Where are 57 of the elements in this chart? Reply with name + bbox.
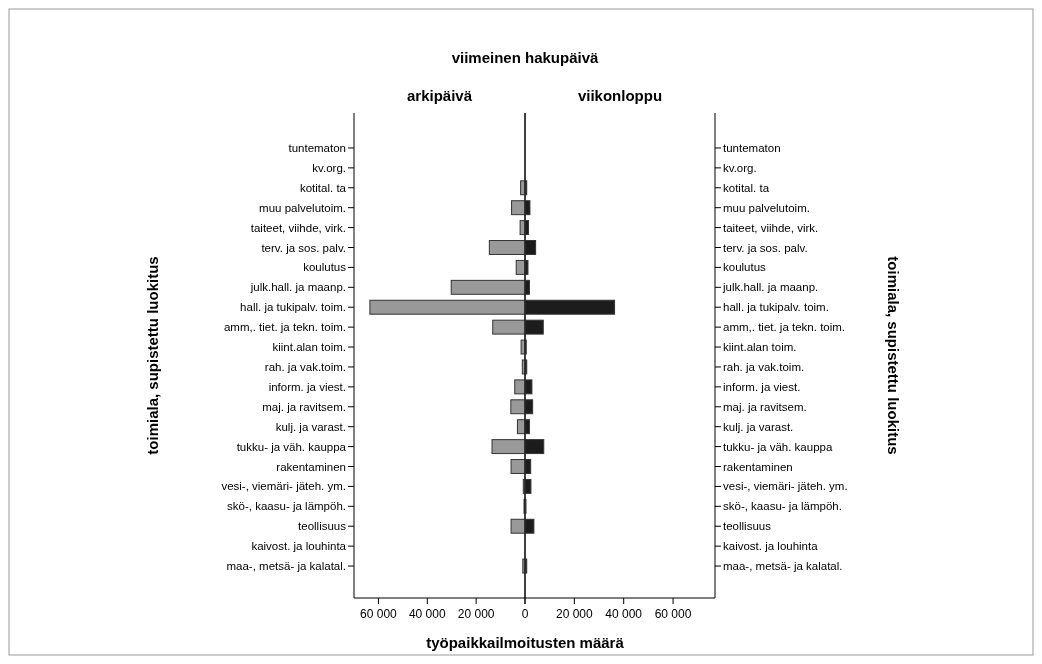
y-tick-label: tukku- ja väh. kauppa [236,440,347,453]
y-tick-label: amm,. tiet. ja tekn. toim. [223,321,346,334]
x-tick-label: 60 000 [654,607,692,621]
y-tick-label: rakentaminen [723,460,793,473]
y-tick-label: taiteet, viihde, virk. [250,221,346,234]
y-tick-label: rakentaminen [276,460,346,473]
chart-title: viikonloppu [577,87,663,104]
y-tick-label: julk.hall. ja maanp. [722,281,819,294]
x-tick-label: 40 000 [408,607,446,621]
y-tick-label: tuntematon [723,141,781,154]
y-tick-label: koulutus [723,261,767,274]
y-tick-label: kotital. ta [723,181,770,194]
y-tick-label: maa-, metsä- ja kalatal. [226,560,346,573]
y-tick-label: terv. ja sos. palv. [723,241,808,254]
y-tick-label: vesi-, viemäri- jäteh. ym. [723,480,848,493]
y-tick-label: julk.hall. ja maanp. [249,281,346,294]
y-tick-label: inform. ja viest. [268,380,346,393]
y-tick-label: taiteet, viihde, virk. [723,221,819,234]
y-tick-label: teollisuus [298,520,347,533]
y-tick-label: hall. ja tukipalv. toim. [723,301,829,314]
y-tick-label: muu palvelutoim. [723,201,810,214]
y-tick-label: tukku- ja väh. kauppa [723,440,833,453]
y-tick-label: terv. ja sos. palv. [261,241,346,254]
text: viimeinen hakupäivä [451,49,600,66]
x-tick-label: 0 [521,607,529,621]
y-axis-title: toimiala, supistettu luokitus [144,256,161,455]
y-tick-label: kiint.alan toim. [272,341,346,354]
y-tick-label: tuntematon [288,141,346,154]
y-tick-label: kotital. ta [299,181,347,194]
y-tick-label: maj. ja ravitsem. [723,400,807,413]
y-axis-title: toimiala, supistettu luokitus [885,256,902,455]
y-tick-label: maj. ja ravitsem. [262,400,346,413]
y-tick-label: maa-, metsä- ja kalatal. [723,560,843,573]
y-tick-label: skö-, kaasu- ja lämpöh. [723,500,842,513]
y-tick-label: inform. ja viest. [723,380,801,393]
y-tick-label: amm,. tiet. ja tekn. toim. [723,321,846,334]
y-tick-label: vesi-, viemäri- jäteh. ym. [221,480,346,493]
y-tick-label: rah. ja vak.toim. [723,360,805,373]
y-tick-label: kiint.alan toim. [723,341,797,354]
y-tick-label: kaivost. ja louhinta [723,540,819,553]
y-tick-label: kulj. ja varast. [275,420,346,433]
x-tick-label: 20 000 [457,607,495,621]
y-tick-label: koulutus [303,261,347,274]
y-tick-label: muu palvelutoim. [259,201,346,214]
chart-title: arkipäivä [406,87,473,104]
x-tick-label: 40 000 [605,607,643,621]
y-tick-label: skö-, kaasu- ja lämpöh. [227,500,346,513]
x-tick-label: 60 000 [360,607,398,621]
y-tick-label: kulj. ja varast. [723,420,794,433]
y-tick-label: kaivost. ja louhinta [251,540,347,553]
y-tick-label: kv.org. [723,161,757,174]
x-tick-label: 20 000 [556,607,594,621]
x-axis-title: työpaikkailmoitusten määrä [426,634,625,651]
y-tick-label: hall. ja tukipalv. toim. [240,301,346,314]
y-tick-label: kv.org. [312,161,346,174]
y-tick-label: rah. ja vak.toim. [264,360,346,373]
y-tick-label: teollisuus [723,520,772,533]
